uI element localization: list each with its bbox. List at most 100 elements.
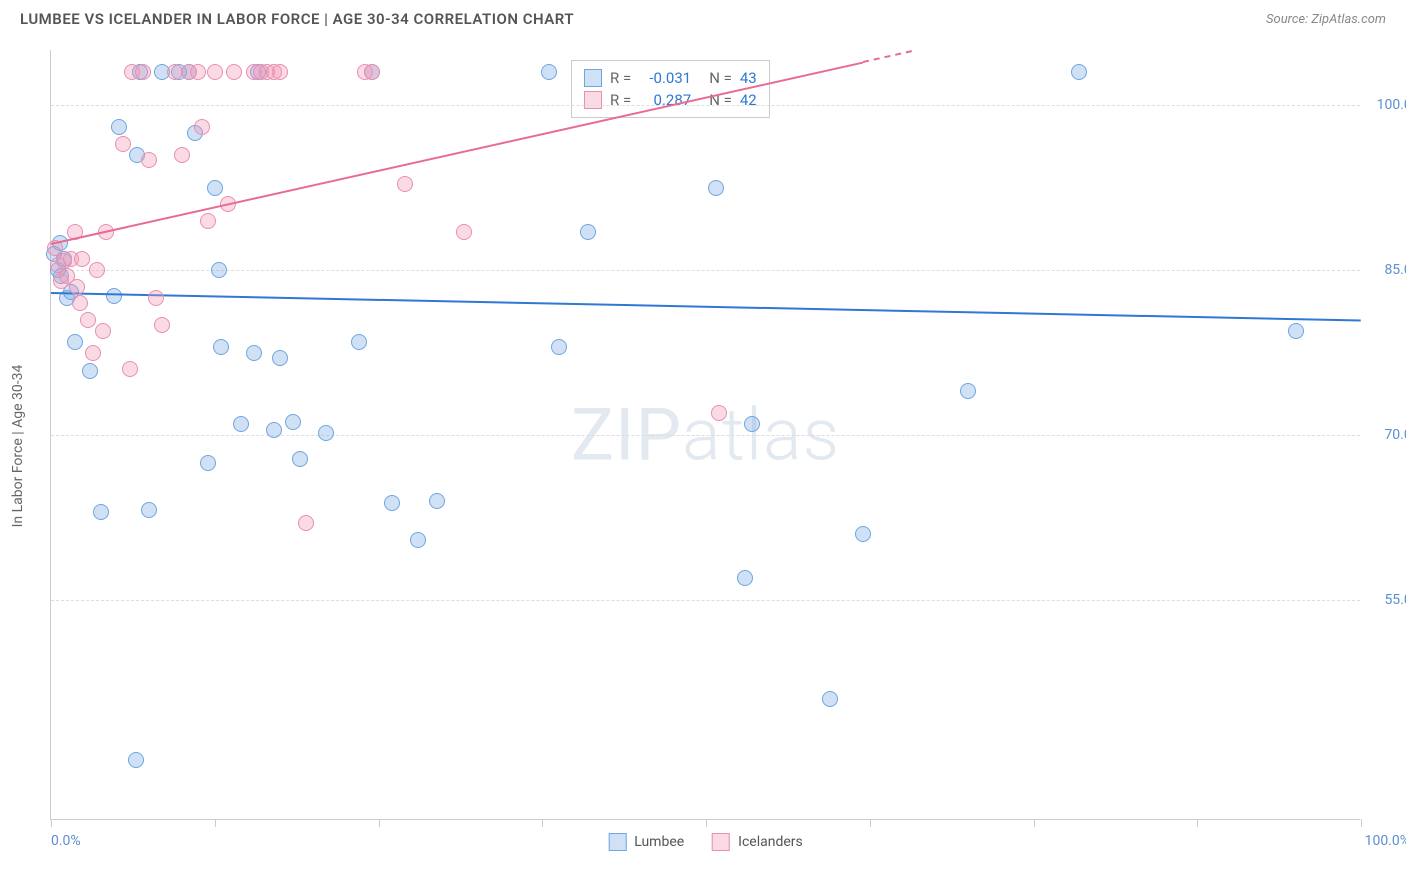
scatter-point <box>1288 323 1304 339</box>
scatter-point <box>292 451 308 467</box>
x-tick <box>379 819 380 827</box>
scatter-point <box>318 425 334 441</box>
x-tick <box>215 819 216 827</box>
scatter-point <box>266 422 282 438</box>
bottom-legend-label: Lumbee <box>634 834 684 850</box>
scatter-point <box>82 363 98 379</box>
scatter-point <box>194 119 210 135</box>
scatter-point <box>211 262 227 278</box>
trend-line <box>51 292 1361 321</box>
scatter-point <box>200 213 216 229</box>
gridline <box>51 270 1360 271</box>
legend-swatch <box>584 69 602 87</box>
legend-r-label: R = <box>610 91 631 109</box>
scatter-point <box>551 339 567 355</box>
legend-n-value: 43 <box>740 69 757 87</box>
scatter-point <box>85 345 101 361</box>
legend-swatch <box>712 833 730 851</box>
scatter-point <box>351 334 367 350</box>
scatter-point <box>67 334 83 350</box>
y-tick-label: 55.0% <box>1367 592 1406 608</box>
scatter-point <box>397 176 413 192</box>
scatter-point <box>364 64 380 80</box>
scatter-point <box>111 119 127 135</box>
x-axis-max-label: 100.0% <box>1365 833 1406 849</box>
scatter-point <box>960 383 976 399</box>
scatter-point <box>72 295 88 311</box>
scatter-point <box>410 532 426 548</box>
scatter-point <box>233 416 249 432</box>
x-axis-min-label: 0.0% <box>51 833 81 849</box>
bottom-legend-item: Icelanders <box>712 833 803 851</box>
legend-r-label: R = <box>610 69 631 87</box>
scatter-point <box>429 493 445 509</box>
chart-title: LUMBEE VS ICELANDER IN LABOR FORCE | AGE… <box>20 10 574 28</box>
scatter-point <box>190 64 206 80</box>
scatter-point <box>122 361 138 377</box>
x-tick <box>542 819 543 827</box>
scatter-point <box>148 290 164 306</box>
scatter-point <box>226 64 242 80</box>
trend-line-dashed <box>863 50 913 63</box>
scatter-point <box>272 350 288 366</box>
legend-r-value: -0.031 <box>639 69 691 87</box>
scatter-point <box>711 405 727 421</box>
chart-plot-area: ZIPatlas R =-0.031N =43R =0.287N =42 Lum… <box>50 50 1360 820</box>
scatter-point <box>580 224 596 240</box>
scatter-point <box>93 504 109 520</box>
gridline <box>51 600 1360 601</box>
scatter-point <box>69 279 85 295</box>
scatter-point <box>106 288 122 304</box>
scatter-point <box>456 224 472 240</box>
scatter-point <box>141 152 157 168</box>
scatter-point <box>80 312 96 328</box>
scatter-point <box>708 180 724 196</box>
trend-line <box>51 61 864 244</box>
scatter-point <box>1071 64 1087 80</box>
scatter-point <box>272 64 288 80</box>
gridline <box>51 105 1360 106</box>
bottom-legend-item: Lumbee <box>608 833 684 851</box>
x-tick <box>51 819 52 827</box>
scatter-point <box>74 251 90 267</box>
scatter-point <box>384 495 400 511</box>
scatter-point <box>135 64 151 80</box>
scatter-point <box>200 455 216 471</box>
scatter-point <box>744 416 760 432</box>
legend-n-value: 42 <box>740 91 757 109</box>
y-tick-label: 85.0% <box>1367 262 1406 278</box>
scatter-point <box>154 317 170 333</box>
x-tick <box>706 819 707 827</box>
gridline <box>51 435 1360 436</box>
scatter-point <box>285 414 301 430</box>
scatter-point <box>822 691 838 707</box>
scatter-point <box>89 262 105 278</box>
source-label: Source: ZipAtlas.com <box>1266 12 1386 27</box>
scatter-point <box>213 339 229 355</box>
scatter-point <box>95 323 111 339</box>
legend-row: R = -0.031 N = 43 <box>584 67 757 89</box>
scatter-point <box>115 136 131 152</box>
scatter-point <box>141 502 157 518</box>
x-tick <box>1361 819 1362 827</box>
series-legend: Lumbee Icelanders <box>608 833 803 851</box>
x-tick <box>1034 819 1035 827</box>
scatter-point <box>207 64 223 80</box>
x-tick <box>1197 819 1198 827</box>
scatter-point <box>737 570 753 586</box>
legend-n-label: N = <box>709 69 732 87</box>
scatter-point <box>246 345 262 361</box>
y-tick-label: 100.0% <box>1367 97 1406 113</box>
y-axis-label: In Labor Force | Age 30-34 <box>10 365 26 528</box>
scatter-point <box>298 515 314 531</box>
bottom-legend-label: Icelanders <box>738 834 803 850</box>
scatter-point <box>855 526 871 542</box>
scatter-point <box>207 180 223 196</box>
legend-swatch <box>608 833 626 851</box>
scatter-point <box>128 752 144 768</box>
y-tick-label: 70.0% <box>1367 427 1406 443</box>
scatter-point <box>174 147 190 163</box>
x-tick <box>870 819 871 827</box>
legend-swatch <box>584 91 602 109</box>
scatter-point <box>541 64 557 80</box>
